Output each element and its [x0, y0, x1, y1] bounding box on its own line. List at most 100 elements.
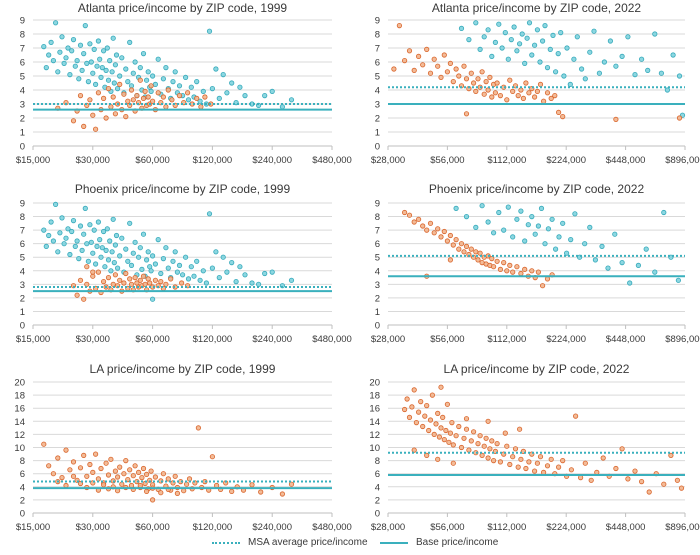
blue-point	[489, 53, 495, 60]
orange-point	[155, 90, 161, 96]
legend-label-base: Base price/income	[416, 537, 499, 548]
blue-point	[676, 73, 683, 79]
orange-point	[424, 227, 430, 233]
orange-point	[112, 111, 119, 117]
blue-point	[505, 56, 511, 62]
y-tick-label: 4	[20, 266, 25, 277]
blue-point	[104, 226, 110, 232]
orange-point	[123, 114, 129, 120]
orange-point	[450, 79, 456, 85]
orange-point	[646, 489, 652, 495]
blue-point	[288, 277, 295, 283]
blue-point	[48, 219, 54, 225]
blue-point	[150, 73, 156, 79]
x-tick-label: $30,000	[76, 334, 110, 345]
blue-point	[237, 264, 243, 270]
y-tick-label: 10	[369, 443, 380, 454]
orange-point	[638, 478, 645, 485]
orange-series	[55, 77, 214, 132]
chart-grid: Atlanta price/income by ZIP code, 1999 0 1…	[14, 1, 700, 533]
orange-point	[117, 464, 123, 470]
blue-point	[664, 87, 671, 93]
blue-point	[74, 57, 80, 64]
blue-point	[607, 38, 614, 44]
orange-point	[441, 228, 447, 235]
blue-point	[262, 93, 268, 99]
y-tick-label: 6	[375, 469, 380, 480]
orange-point	[489, 94, 495, 100]
orange-point	[447, 232, 453, 239]
y-tick-label: 6	[20, 239, 25, 250]
legend-item-msa: MSA average price/income	[212, 537, 368, 548]
blue-point	[188, 264, 194, 270]
blue-point	[203, 280, 209, 286]
orange-point	[401, 406, 408, 413]
blue-point	[249, 280, 255, 286]
blue-point	[658, 70, 665, 76]
blue-point	[200, 88, 206, 95]
y-tick-label: 18	[14, 391, 25, 402]
x-tick-label: $15,000	[16, 522, 50, 533]
blue-point	[128, 262, 135, 268]
orange-point	[483, 435, 489, 441]
blue-point	[185, 97, 192, 103]
orange-series	[401, 209, 555, 289]
orange-point	[449, 419, 455, 426]
blue-point	[46, 232, 52, 239]
orange-point	[415, 409, 422, 415]
blue-point	[145, 69, 151, 75]
blue-point	[67, 72, 73, 78]
blue-point	[70, 218, 77, 224]
blue-point	[473, 20, 479, 26]
y-tick-label: 2	[375, 495, 380, 506]
orange-point	[150, 98, 156, 104]
orange-point	[514, 264, 520, 270]
blue-point	[107, 238, 113, 244]
orange-point	[485, 455, 491, 461]
orange-point	[145, 94, 151, 100]
blue-point	[136, 254, 142, 260]
blue-point	[670, 52, 676, 58]
orange-point	[544, 276, 551, 282]
x-tick-label: $28,000	[371, 155, 405, 166]
orange-point	[152, 277, 158, 283]
blue-point	[514, 216, 520, 222]
blue-point	[165, 265, 171, 271]
orange-point	[438, 74, 444, 81]
orange-point	[214, 482, 220, 489]
blue-point	[613, 63, 619, 69]
blue-point	[85, 258, 92, 264]
blue-point	[185, 276, 192, 282]
y-tick-label: 2	[20, 293, 25, 304]
blue-point	[555, 50, 561, 57]
blue-point	[502, 29, 508, 36]
blue-point	[194, 258, 200, 264]
orange-point	[81, 452, 87, 458]
x-tick-label: $480,000	[312, 155, 352, 166]
y-tick-label: 4	[20, 86, 25, 97]
orange-point	[424, 452, 430, 458]
orange-point	[125, 98, 131, 104]
orange-point	[74, 292, 80, 298]
orange-point	[142, 88, 148, 95]
orange-point	[137, 77, 143, 83]
orange-point	[468, 438, 474, 444]
orange-point	[435, 63, 441, 69]
orange-point	[160, 94, 166, 100]
orange-point	[526, 90, 532, 96]
blue-point	[103, 67, 109, 74]
y-tick-label: 14	[14, 417, 25, 428]
x-tick-label: $448,000	[606, 522, 646, 533]
legend: MSA average price/income Base price/inco…	[0, 534, 700, 554]
x-tick-label: $120,000	[193, 334, 233, 345]
chart-title: Phoenix price/income by ZIP code, 2022	[429, 182, 645, 196]
orange-point	[427, 220, 434, 226]
blue-point	[558, 29, 564, 36]
orange-point	[463, 76, 470, 82]
blue-point	[599, 243, 605, 249]
orange-point	[132, 274, 138, 281]
y-tick-label: 0	[375, 142, 380, 153]
blue-point	[183, 74, 189, 81]
orange-point	[450, 442, 456, 448]
blue-point	[152, 81, 158, 88]
